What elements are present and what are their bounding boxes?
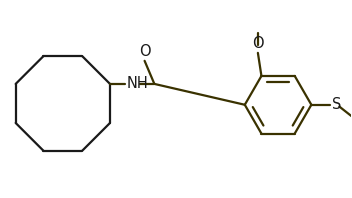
Text: S: S: [332, 97, 341, 112]
Text: NH: NH: [127, 76, 149, 91]
Text: O: O: [252, 36, 264, 51]
Text: O: O: [139, 44, 150, 59]
